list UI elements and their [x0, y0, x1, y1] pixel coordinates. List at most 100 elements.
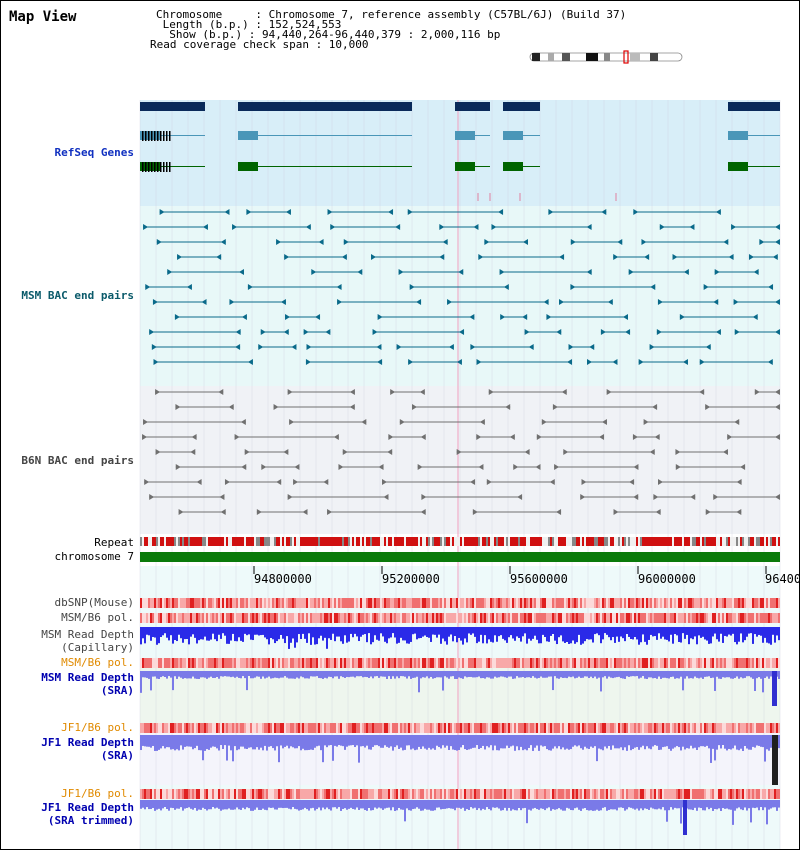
b6n-bac-pair-end	[722, 449, 728, 455]
polymorphism-cell	[338, 598, 340, 608]
track-label-msm-depth-sra[interactable]: MSM Read Depth	[41, 671, 134, 684]
msm-sra-depth-bar	[686, 671, 688, 677]
polymorphism-cell	[398, 789, 400, 799]
polymorphism-cell	[408, 613, 410, 623]
polymorphism-cell	[578, 613, 580, 623]
polymorphism-cell	[422, 658, 424, 668]
repeat-block	[304, 537, 306, 546]
polymorphism-cell	[360, 789, 362, 799]
polymorphism-cell	[286, 789, 288, 799]
polymorphism-cell	[546, 789, 548, 799]
jf1-trimmed-depth-bar	[244, 800, 246, 810]
track-label-dbsnp[interactable]: dbSNP(Mouse)	[54, 596, 134, 609]
polymorphism-cell	[678, 723, 680, 733]
jf1-sra-depth-bar	[640, 735, 642, 748]
jf1-trimmed-depth-bar	[554, 800, 556, 810]
polymorphism-cell	[320, 613, 322, 623]
msm-bac-pair-end	[752, 314, 758, 320]
msm-capillary-depth-bar	[404, 627, 406, 641]
jf1-sra-depth-bar	[428, 735, 430, 748]
msm-sra-depth-bar	[382, 671, 384, 677]
polymorphism-cell	[166, 613, 168, 623]
polymorphism-cell	[230, 598, 232, 608]
polymorphism-cell	[328, 598, 330, 608]
repeat-block	[286, 537, 288, 546]
jf1-trimmed-depth-bar	[312, 800, 314, 808]
polymorphism-cell	[436, 613, 438, 623]
msm-sra-depth-bar	[722, 671, 724, 678]
jf1-sra-depth-bar	[668, 735, 670, 749]
polymorphism-cell	[560, 658, 562, 668]
polymorphism-cell	[326, 789, 328, 799]
track-label-refseq-genes[interactable]: RefSeq Genes	[54, 146, 134, 159]
polymorphism-cell	[234, 658, 236, 668]
repeat-block	[720, 537, 722, 546]
jf1-sra-depth-bar	[510, 735, 512, 747]
b6n-bac-pair-end	[476, 434, 482, 440]
polymorphism-cell	[594, 723, 596, 733]
msm-sra-depth-bar	[628, 671, 630, 677]
msm-sra-depth-bar	[154, 671, 156, 677]
polymorphism-cell	[424, 598, 426, 608]
track-label-jf1-depth-sra[interactable]: JF1 Read Depth	[41, 736, 134, 749]
polymorphism-cell	[180, 598, 182, 608]
msm-capillary-depth-bar	[582, 627, 584, 644]
msm-sra-depth-bar	[460, 671, 462, 679]
track-label-msm-depth-capillary[interactable]: MSM Read Depth	[41, 628, 134, 641]
track-label-msm-b6-pol-1[interactable]: MSM/B6 pol.	[61, 611, 134, 624]
polymorphism-cell	[474, 789, 476, 799]
polymorphism-cell	[516, 613, 518, 623]
polymorphism-cell	[382, 658, 384, 668]
polymorphism-cell	[626, 658, 628, 668]
jf1-sra-depth-bar	[750, 735, 752, 750]
polymorphism-cell	[292, 789, 294, 799]
jf1-trimmed-depth-bar	[232, 800, 234, 810]
polymorphism-cell	[320, 723, 322, 733]
polymorphism-cell	[592, 613, 594, 623]
polymorphism-cell	[418, 658, 420, 668]
polymorphism-cell	[258, 658, 260, 668]
msm-capillary-depth-bar	[210, 627, 212, 640]
track-label-msm-bac[interactable]: MSM BAC end pairs	[21, 289, 134, 302]
track-label-b6n-bac[interactable]: B6N BAC end pairs	[21, 454, 134, 467]
jf1-sra-depth-bar	[638, 735, 640, 750]
polymorphism-cell	[538, 789, 540, 799]
jf1-trimmed-depth-bar	[736, 800, 738, 809]
repeat-block	[474, 537, 476, 546]
polymorphism-cell	[558, 723, 560, 733]
polymorphism-cell	[746, 723, 748, 733]
polymorphism-cell	[568, 723, 570, 733]
polymorphism-cell	[326, 658, 328, 668]
b6n-bac-pair-end	[775, 404, 780, 410]
jf1-sra-depth-bar	[226, 735, 228, 761]
track-label-repeat[interactable]: Repeat	[94, 536, 134, 549]
msm-bac-pair-end	[377, 359, 383, 365]
msm-bac-pair-end	[628, 269, 634, 275]
msm-capillary-depth-bar	[336, 627, 338, 637]
polymorphism-cell	[474, 723, 476, 733]
polymorphism-cell	[266, 723, 268, 733]
polymorphism-cell	[706, 598, 708, 608]
polymorphism-cell	[284, 789, 286, 799]
track-label-jf1-b6-pol-2[interactable]: JF1/B6 pol.	[61, 787, 134, 800]
polymorphism-cell	[536, 598, 538, 608]
polymorphism-cell	[446, 598, 448, 608]
msm-sra-depth-bar	[426, 671, 428, 677]
jf1-sra-depth-bar	[420, 735, 422, 749]
track-label-msm-b6-pol-2[interactable]: MSM/B6 pol.	[61, 656, 134, 669]
msm-sra-depth-bar	[470, 671, 472, 677]
polymorphism-cell	[452, 723, 454, 733]
track-label-jf1-depth-trimmed[interactable]: JF1 Read Depth	[41, 801, 134, 814]
polymorphism-cell	[518, 789, 520, 799]
jf1-sra-depth-bar	[732, 735, 734, 749]
track-label-jf1-b6-pol-1[interactable]: JF1/B6 pol.	[61, 721, 134, 734]
msm-sra-depth-bar	[744, 671, 746, 678]
msm-sra-depth-bar	[630, 671, 632, 677]
jf1-trimmed-depth-bar	[758, 800, 760, 811]
msm-capillary-depth-bar	[736, 627, 738, 645]
polymorphism-cell	[580, 723, 582, 733]
jf1-trimmed-depth-bar	[328, 800, 330, 810]
jf1-trimmed-depth-bar	[612, 800, 614, 810]
msm-sra-depth-bar	[428, 671, 430, 679]
